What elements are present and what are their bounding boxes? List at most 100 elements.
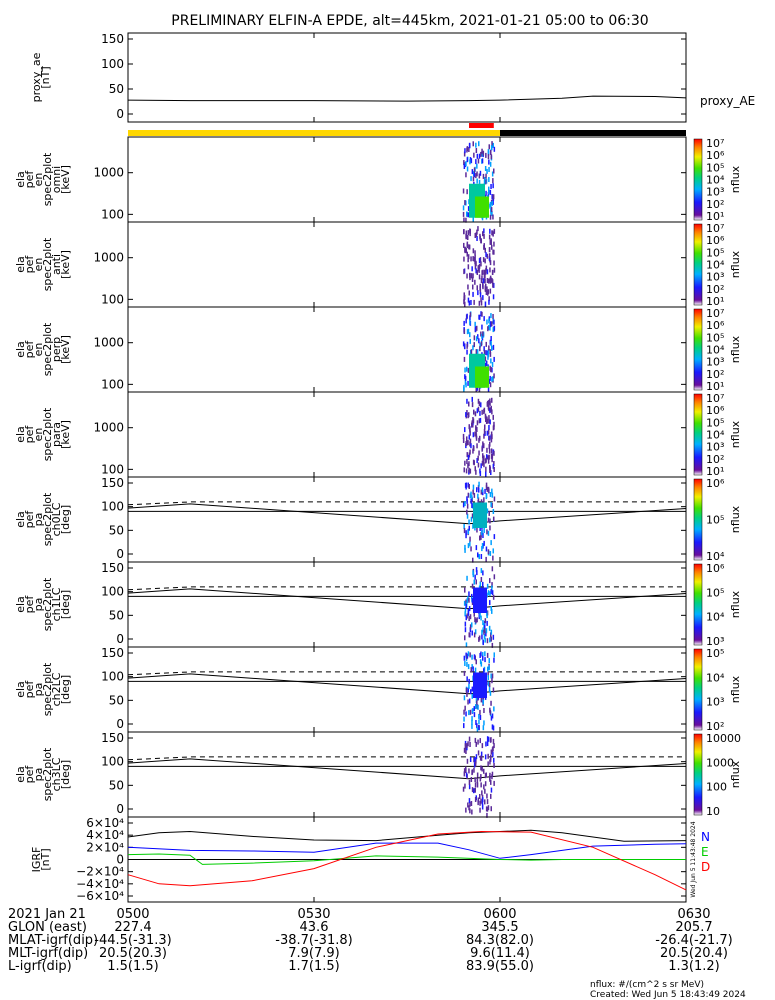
spectrogram-pixel (463, 709, 465, 715)
spectrogram-pixel (476, 427, 478, 432)
spectrogram-pixel (492, 282, 494, 288)
y-axis-label: anti (50, 254, 63, 275)
spectrogram-pixel (486, 529, 488, 535)
spectrogram-pixel (490, 313, 492, 319)
spectrogram-pixel (480, 577, 483, 582)
spectrogram-pixel (472, 489, 474, 495)
spectrogram-pixel (489, 339, 492, 345)
spectrogram-pixel (470, 349, 473, 355)
spectrogram-pixel (487, 517, 490, 523)
spectrogram-pixel (479, 285, 481, 291)
spectrogram-pixel (478, 418, 481, 424)
spectrogram-pixel (486, 741, 489, 746)
spectrogram-pixel (480, 751, 483, 757)
spectrogram-pixel (471, 770, 473, 776)
spectrogram-pixel (477, 290, 479, 296)
spectrogram-pixel (481, 409, 483, 415)
spectrogram-pixel (468, 768, 470, 774)
spectrogram-pixel (475, 386, 477, 392)
spectrogram-pixel (482, 533, 484, 538)
spectrogram-pixel (475, 336, 478, 342)
spectrogram-pixel (492, 183, 494, 189)
footer-row-label: L-igrf(dip) (8, 959, 72, 974)
spectrogram-pixel (488, 378, 491, 384)
spectrogram-pixel (468, 606, 471, 612)
spectrogram-pixel (463, 151, 466, 157)
spectrogram-pixel (466, 157, 469, 163)
spectrogram-pixel (481, 546, 483, 552)
spectrogram-pixel (490, 540, 492, 546)
spectrogram-pixel (474, 667, 477, 673)
spectrogram-pixel (488, 345, 490, 351)
spectrogram-pixel (463, 695, 466, 701)
spectrogram-pixel (473, 632, 476, 638)
spectrogram-pixel (474, 431, 476, 437)
spectrogram-pixel (478, 713, 480, 719)
y-axis-label: spec2plot (41, 577, 54, 631)
spectrogram-pixel (467, 212, 469, 218)
spectrogram-pixel (484, 788, 486, 794)
spectrogram-pixel (466, 211, 468, 217)
spectrogram-pixel (482, 284, 484, 290)
spectrogram-pixel (466, 676, 468, 682)
spectrogram-pixel (491, 678, 493, 684)
spectrogram-pixel (482, 570, 484, 576)
y-axis-label: ela (14, 596, 27, 613)
spectrogram-pixel (489, 464, 491, 470)
spectrogram-pixel (479, 342, 481, 348)
spectrogram-pixel (472, 291, 474, 297)
spectrogram-pixel (480, 463, 482, 469)
spectrogram-pixel (483, 784, 485, 790)
spectrogram-pixel (490, 636, 492, 642)
spectrogram-pixel (475, 326, 477, 332)
spectrogram-pixel (491, 503, 493, 508)
spectrogram-pixel (470, 516, 473, 522)
spectrogram-pixel (464, 427, 466, 433)
spectrogram-pixel (478, 636, 480, 642)
spectrogram-pixel (469, 709, 472, 715)
spectrogram-pixel (481, 790, 483, 796)
spectrogram-pixel (489, 637, 491, 643)
spectrogram-pixel (485, 152, 487, 158)
colorbar-tick-label: 10⁵ (706, 586, 724, 599)
spectrogram-pixel (491, 244, 493, 250)
spectrogram-pixel (484, 618, 487, 624)
footer-value: -44.5(-31.3) (94, 933, 171, 948)
spectrogram-pixel (466, 598, 468, 604)
spectrogram-pixel (478, 258, 481, 264)
spectrogram-pixel (486, 652, 489, 658)
spectrogram-pixel (472, 448, 474, 454)
spectrogram-pixel (482, 231, 484, 237)
spectrogram-pixel (479, 289, 482, 294)
spectrogram-pixel (484, 781, 487, 787)
spectrogram-pixel (482, 441, 484, 447)
colorbar-tick-label: 10⁶ (706, 562, 725, 575)
spectrogram-pixel (491, 724, 494, 730)
spectrogram-pixel (472, 432, 475, 438)
spectrogram-pixel (469, 315, 471, 321)
spectrogram-pixel (480, 300, 483, 306)
spectrogram-pixel (468, 798, 471, 804)
spectrogram-pixel (467, 802, 469, 808)
spectrogram-pixel (473, 256, 476, 262)
spectrogram-pixel (484, 301, 487, 307)
spectrogram-pixel (489, 382, 492, 388)
spectrogram-pixel (477, 493, 479, 499)
spectrogram-pixel (482, 490, 484, 496)
colorbar-label: nflux (729, 590, 742, 618)
spectrogram-pixel (475, 142, 477, 148)
spectrogram-pixel (463, 242, 465, 248)
spectrogram-pixel (471, 686, 474, 692)
spectrogram-pixel (482, 725, 485, 731)
spectrogram-pixel (487, 192, 490, 197)
spectrogram-pixel (485, 283, 487, 289)
footer-value: 0530 (297, 907, 330, 922)
footer-value: 0600 (483, 907, 516, 922)
colorbar-tick-label: 10³ (706, 356, 724, 369)
spectrogram-pixel (478, 387, 481, 393)
spectrogram-pixel (490, 367, 492, 373)
spectrogram-pixel (470, 158, 473, 164)
spectrogram-pixel (472, 284, 474, 290)
